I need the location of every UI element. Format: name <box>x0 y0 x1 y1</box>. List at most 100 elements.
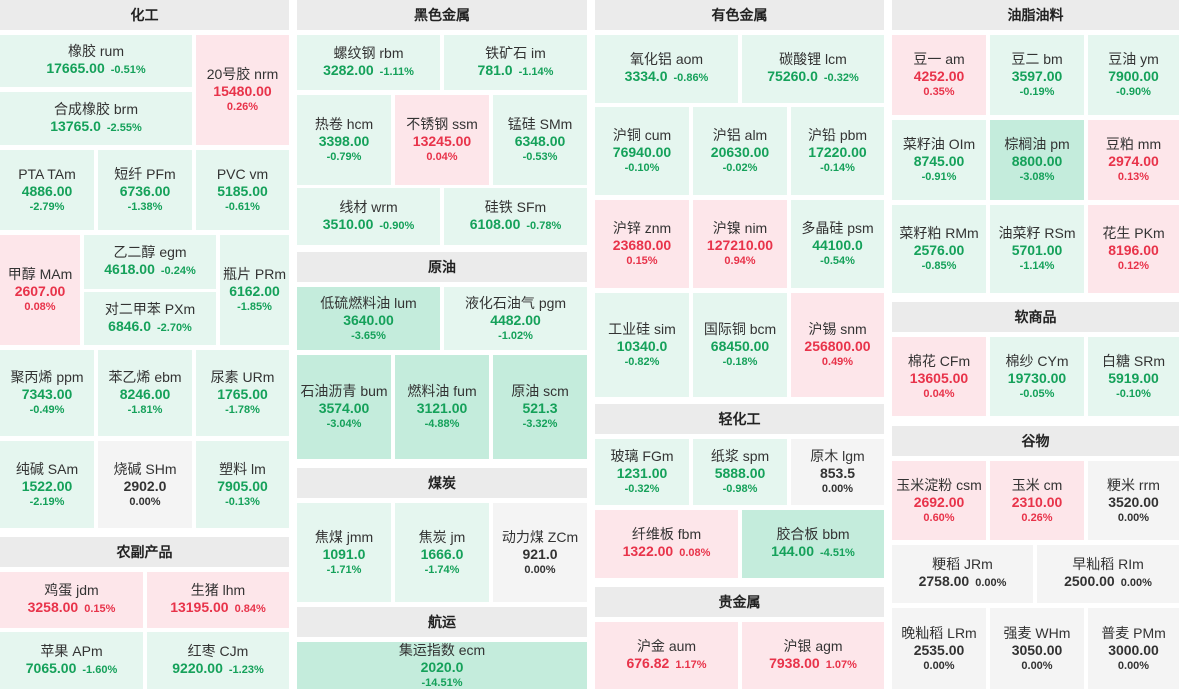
contract-name: 烧碱 SHm <box>113 460 177 477</box>
ticker-tile[interactable]: 烧碱 SHm 2902.0 0.00% <box>98 441 192 528</box>
ticker-tile[interactable]: 聚丙烯 ppm 7343.00 -0.49% <box>0 350 94 436</box>
ticker-tile[interactable]: 原木 lgm 853.5 0.00% <box>791 439 884 505</box>
ticker-tile[interactable]: 沪银 agm 7938.00 1.07% <box>742 622 884 689</box>
change-percent: -0.90% <box>1116 86 1151 98</box>
contract-name: 铁矿石 im <box>485 44 546 61</box>
ticker-tile[interactable]: 热卷 hcm 3398.00 -0.79% <box>297 95 391 185</box>
last-price: 4482.00 <box>490 311 541 328</box>
contract-name: PTA TAm <box>18 166 76 182</box>
ticker-tile[interactable]: 焦炭 jm 1666.0 -1.74% <box>395 503 489 602</box>
last-price: 5185.00 <box>217 183 268 199</box>
ticker-tile[interactable]: 塑料 lm 7905.00 -0.13% <box>196 441 289 528</box>
price-row: 3282.00 -1.11% <box>323 61 414 81</box>
ticker-tile[interactable]: 低硫燃料油 lum 3640.00 -3.65% <box>297 287 440 350</box>
ticker-tile[interactable]: 玉米淀粉 csm 2692.00 0.60% <box>892 461 986 540</box>
last-price: 7900.00 <box>1108 68 1159 84</box>
ticker-tile[interactable]: 沪锡 snm 256800.00 0.49% <box>791 293 884 397</box>
last-price: 3282.00 <box>323 61 374 78</box>
ticker-tile[interactable]: 棉花 CFm 13605.00 0.04% <box>892 337 986 416</box>
ticker-tile[interactable]: 瓶片 PRm 6162.00 -1.85% <box>220 235 289 345</box>
ticker-tile[interactable]: 沪铝 alm 20630.00 -0.02% <box>693 107 787 195</box>
ticker-tile[interactable]: 油菜籽 RSm 5701.00 -1.14% <box>990 205 1084 293</box>
ticker-tile[interactable]: PVC vm 5185.00 -0.61% <box>196 150 289 230</box>
ticker-tile[interactable]: 焦煤 jmm 1091.0 -1.71% <box>297 503 391 602</box>
ticker-tile[interactable]: 棉纱 CYm 19730.00 -0.05% <box>990 337 1084 416</box>
ticker-tile[interactable]: 强麦 WHm 3050.00 0.00% <box>990 608 1084 689</box>
ticker-tile[interactable]: 豆二 bm 3597.00 -0.19% <box>990 35 1084 115</box>
ticker-tile[interactable]: 花生 PKm 8196.00 0.12% <box>1088 205 1179 293</box>
ticker-tile[interactable]: 工业硅 sim 10340.0 -0.82% <box>595 293 689 397</box>
ticker-tile[interactable]: 晚籼稻 LRm 2535.00 0.00% <box>892 608 986 689</box>
ticker-tile[interactable]: 白糖 SRm 5919.00 -0.10% <box>1088 337 1179 416</box>
ticker-tile[interactable]: 乙二醇 egm 4618.00 -0.24% <box>84 235 216 289</box>
ticker-tile[interactable]: 纤维板 fbm 1322.00 0.08% <box>595 510 738 578</box>
ticker-tile[interactable]: 豆粕 mm 2974.00 0.13% <box>1088 120 1179 200</box>
ticker-tile[interactable]: 纯碱 SAm 1522.00 -2.19% <box>0 441 94 528</box>
last-price: 6162.00 <box>229 283 280 299</box>
ticker-tile[interactable]: 螺纹钢 rbm 3282.00 -1.11% <box>297 35 440 90</box>
change-percent: -1.81% <box>127 404 163 416</box>
ticker-tile[interactable]: 铁矿石 im 781.0 -1.14% <box>444 35 587 90</box>
ticker-tile[interactable]: 沪铅 pbm 17220.00 -0.14% <box>791 107 884 195</box>
contract-name: 粳稻 JRm <box>932 556 993 572</box>
last-price: 17665.00 <box>46 60 105 76</box>
ticker-tile[interactable]: 甲醇 MAm 2607.00 0.08% <box>0 235 80 345</box>
ticker-tile[interactable]: 动力煤 ZCm 921.0 0.00% <box>493 503 587 602</box>
ticker-tile[interactable]: 合成橡胶 brm 13765.0 -2.55% <box>0 92 192 145</box>
ticker-tile[interactable]: 多晶硅 psm 44100.0 -0.54% <box>791 200 884 288</box>
ticker-tile[interactable]: 短纤 PFm 6736.00 -1.38% <box>98 150 192 230</box>
ticker-tile[interactable]: 棕榈油 pm 8800.00 -3.08% <box>990 120 1084 200</box>
change-percent: 0.15% <box>626 255 658 267</box>
ticker-tile[interactable]: 胶合板 bbm 144.00 -4.51% <box>742 510 884 578</box>
ticker-tile[interactable]: 菜籽油 OIm 8745.00 -0.91% <box>892 120 986 200</box>
ticker-tile[interactable]: 普麦 PMm 3000.00 0.00% <box>1088 608 1179 689</box>
price-row: 17665.00 -0.51% <box>46 59 145 79</box>
ticker-tile[interactable]: 锰硅 SMm 6348.00 -0.53% <box>493 95 587 185</box>
ticker-tile[interactable]: 20号胶 nrm 15480.00 0.26% <box>196 35 289 145</box>
change-percent: 0.00% <box>923 659 955 672</box>
ticker-tile[interactable]: 苯乙烯 ebm 8246.00 -1.81% <box>98 350 192 436</box>
ticker-tile[interactable]: PTA TAm 4886.00 -2.79% <box>0 150 94 230</box>
last-price: 3640.00 <box>343 311 394 328</box>
ticker-tile[interactable]: 玻璃 FGm 1231.00 -0.32% <box>595 439 689 505</box>
ticker-tile[interactable]: 碳酸锂 lcm 75260.0 -0.32% <box>742 35 884 103</box>
ticker-tile[interactable]: 玉米 cm 2310.00 0.26% <box>990 461 1084 540</box>
ticker-tile[interactable]: 豆油 ym 7900.00 -0.90% <box>1088 35 1179 115</box>
ticker-tile[interactable]: 沪锌 znm 23680.00 0.15% <box>595 200 689 288</box>
ticker-tile[interactable]: 原油 scm 521.3 -3.32% <box>493 355 587 459</box>
change-percent: -4.51% <box>819 547 855 559</box>
ticker-tile[interactable]: 橡胶 rum 17665.00 -0.51% <box>0 35 192 87</box>
last-price: 127210.00 <box>706 237 774 253</box>
ticker-tile[interactable]: 豆一 am 4252.00 0.35% <box>892 35 986 115</box>
ticker-tile[interactable]: 对二甲苯 PXm 6846.0 -2.70% <box>84 292 216 345</box>
ticker-tile[interactable]: 鸡蛋 jdm 3258.00 0.15% <box>0 572 143 628</box>
ticker-tile[interactable]: 沪镍 nim 127210.00 0.94% <box>693 200 787 288</box>
ticker-tile[interactable]: 沪铜 cum 76940.00 -0.10% <box>595 107 689 195</box>
section-header-chem: 化工 <box>0 0 289 30</box>
ticker-tile[interactable]: 早籼稻 RIm 2500.00 0.00% <box>1037 545 1179 603</box>
ticker-tile[interactable]: 线材 wrm 3510.00 -0.90% <box>297 188 440 245</box>
ticker-tile[interactable]: 硅铁 SFm 6108.00 -0.78% <box>444 188 587 245</box>
ticker-tile[interactable]: 石油沥青 bum 3574.00 -3.04% <box>297 355 391 459</box>
ticker-tile[interactable]: 苹果 APm 7065.00 -1.60% <box>0 632 143 689</box>
ticker-tile[interactable]: 尿素 URm 1765.00 -1.78% <box>196 350 289 436</box>
last-price: 2310.00 <box>1011 493 1063 510</box>
ticker-tile[interactable]: 粳米 rrm 3520.00 0.00% <box>1088 461 1179 540</box>
contract-name: 生猪 lhm <box>190 582 246 598</box>
ticker-tile[interactable]: 集运指数 ecm 2020.0 -14.51% <box>297 642 587 689</box>
change-percent: -0.14% <box>820 162 855 174</box>
change-percent: 0.94% <box>724 255 756 267</box>
ticker-tile[interactable]: 国际铜 bcm 68450.00 -0.18% <box>693 293 787 397</box>
ticker-tile[interactable]: 氧化铝 aom 3334.0 -0.86% <box>595 35 738 103</box>
ticker-tile[interactable]: 粳稻 JRm 2758.00 0.00% <box>892 545 1033 603</box>
ticker-tile[interactable]: 纸浆 spm 5888.00 -0.98% <box>693 439 787 505</box>
ticker-tile[interactable]: 生猪 lhm 13195.00 0.84% <box>147 572 289 628</box>
contract-name: 油菜籽 RSm <box>998 225 1076 241</box>
ticker-tile[interactable]: 不锈钢 ssm 13245.00 0.04% <box>395 95 489 185</box>
ticker-tile[interactable]: 沪金 aum 676.82 1.17% <box>595 622 738 689</box>
ticker-tile[interactable]: 燃料油 fum 3121.00 -4.88% <box>395 355 489 459</box>
ticker-tile[interactable]: 液化石油气 pgm 4482.00 -1.02% <box>444 287 587 350</box>
ticker-tile[interactable]: 红枣 CJm 9220.00 -1.23% <box>147 632 289 689</box>
change-percent: -0.19% <box>1019 86 1055 98</box>
ticker-tile[interactable]: 菜籽粕 RMm 2576.00 -0.85% <box>892 205 986 293</box>
